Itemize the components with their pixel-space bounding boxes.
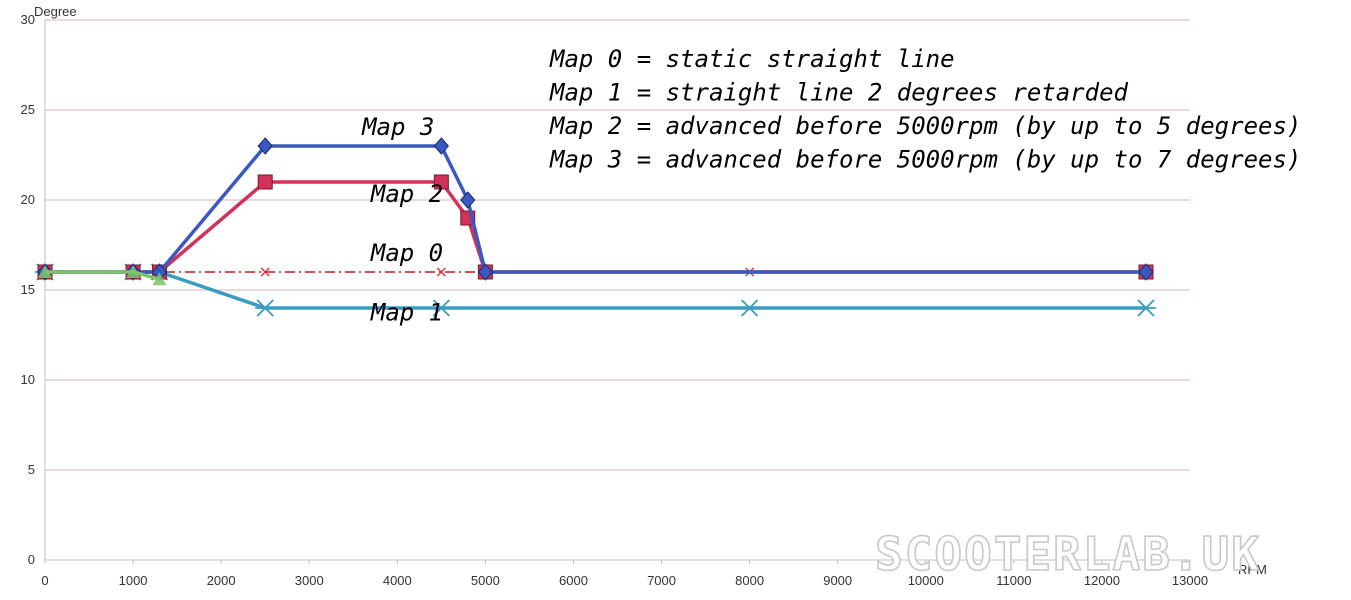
data-point xyxy=(257,174,273,190)
data-point xyxy=(1138,263,1154,281)
y-tick-label: 5 xyxy=(28,462,35,477)
data-point xyxy=(433,137,450,155)
note-line: Map 0 = static straight line xyxy=(549,45,955,73)
data-point xyxy=(152,272,167,286)
legend-notes: Map 0 = static straight line Map 1 = stra… xyxy=(549,45,1301,174)
y-tick-label: 15 xyxy=(21,282,35,297)
data-point xyxy=(460,191,476,209)
data-point xyxy=(431,299,452,317)
series-labels: Map 0 Map 1 Map 2 Map 3 xyxy=(361,113,443,326)
note-line: Map 3 = advanced before 5000rpm (by up t… xyxy=(549,146,1301,174)
x-tick-label: 9000 xyxy=(823,573,852,588)
data-point xyxy=(477,263,494,281)
x-tick-label: 6000 xyxy=(559,573,588,588)
y-tick-label: 10 xyxy=(21,372,35,387)
series-group xyxy=(35,137,1156,317)
series-label: Map 1 xyxy=(370,299,443,327)
data-point xyxy=(1135,299,1156,317)
y-axis-title: Degree xyxy=(34,4,77,19)
y-tick-labels: 0 5 10 15 20 25 30 xyxy=(21,12,35,567)
x-tick-labels: 0 1000 2000 3000 4000 5000 6000 7000 8000 9000 100… xyxy=(41,573,1208,588)
x-tick-label: 3000 xyxy=(295,573,324,588)
data-point xyxy=(739,299,760,317)
y-tick-label: 25 xyxy=(21,102,35,117)
x-axis-title: RPM xyxy=(1238,562,1267,577)
x-tick-label: 2000 xyxy=(207,573,236,588)
x-tick-label: 11000 xyxy=(996,573,1031,588)
series-line xyxy=(45,180,1146,274)
series-label: Map 3 xyxy=(361,113,434,141)
axes xyxy=(44,20,1191,564)
data-point xyxy=(257,137,273,155)
y-tick-label: 0 xyxy=(28,552,35,567)
x-tick-label: 8000 xyxy=(735,573,764,588)
series-3 xyxy=(37,174,1154,280)
grid-lines xyxy=(45,19,1190,471)
series-label: Map 2 xyxy=(370,180,443,208)
y-tick-label: 30 xyxy=(21,12,35,27)
x-tick-label: 7000 xyxy=(647,573,676,588)
x-tick-label: 10000 xyxy=(908,573,944,588)
x-tick-label: 0 xyxy=(41,573,48,588)
data-point xyxy=(126,265,141,278)
x-tick-label: 12000 xyxy=(1084,573,1120,588)
data-point xyxy=(260,267,270,277)
data-point xyxy=(255,299,276,317)
series-5 xyxy=(38,265,167,286)
series-label: Map 0 xyxy=(370,239,443,267)
x-tick-label: 4000 xyxy=(383,573,412,588)
data-point xyxy=(38,265,52,278)
x-tick-label: 5000 xyxy=(471,573,500,588)
note-line: Map 1 = straight line 2 degrees retarded xyxy=(549,79,1129,107)
x-tick-label: 1000 xyxy=(119,573,148,588)
y-tick-label: 20 xyxy=(21,192,35,207)
x-tick-label: 13000 xyxy=(1172,573,1208,588)
data-point xyxy=(436,267,446,277)
data-point xyxy=(433,174,449,190)
watermark-logo: SCOOTERLAB.UK xyxy=(875,527,1261,581)
series-line xyxy=(45,270,160,281)
note-line: Map 2 = advanced before 5000rpm (by up t… xyxy=(549,112,1301,140)
